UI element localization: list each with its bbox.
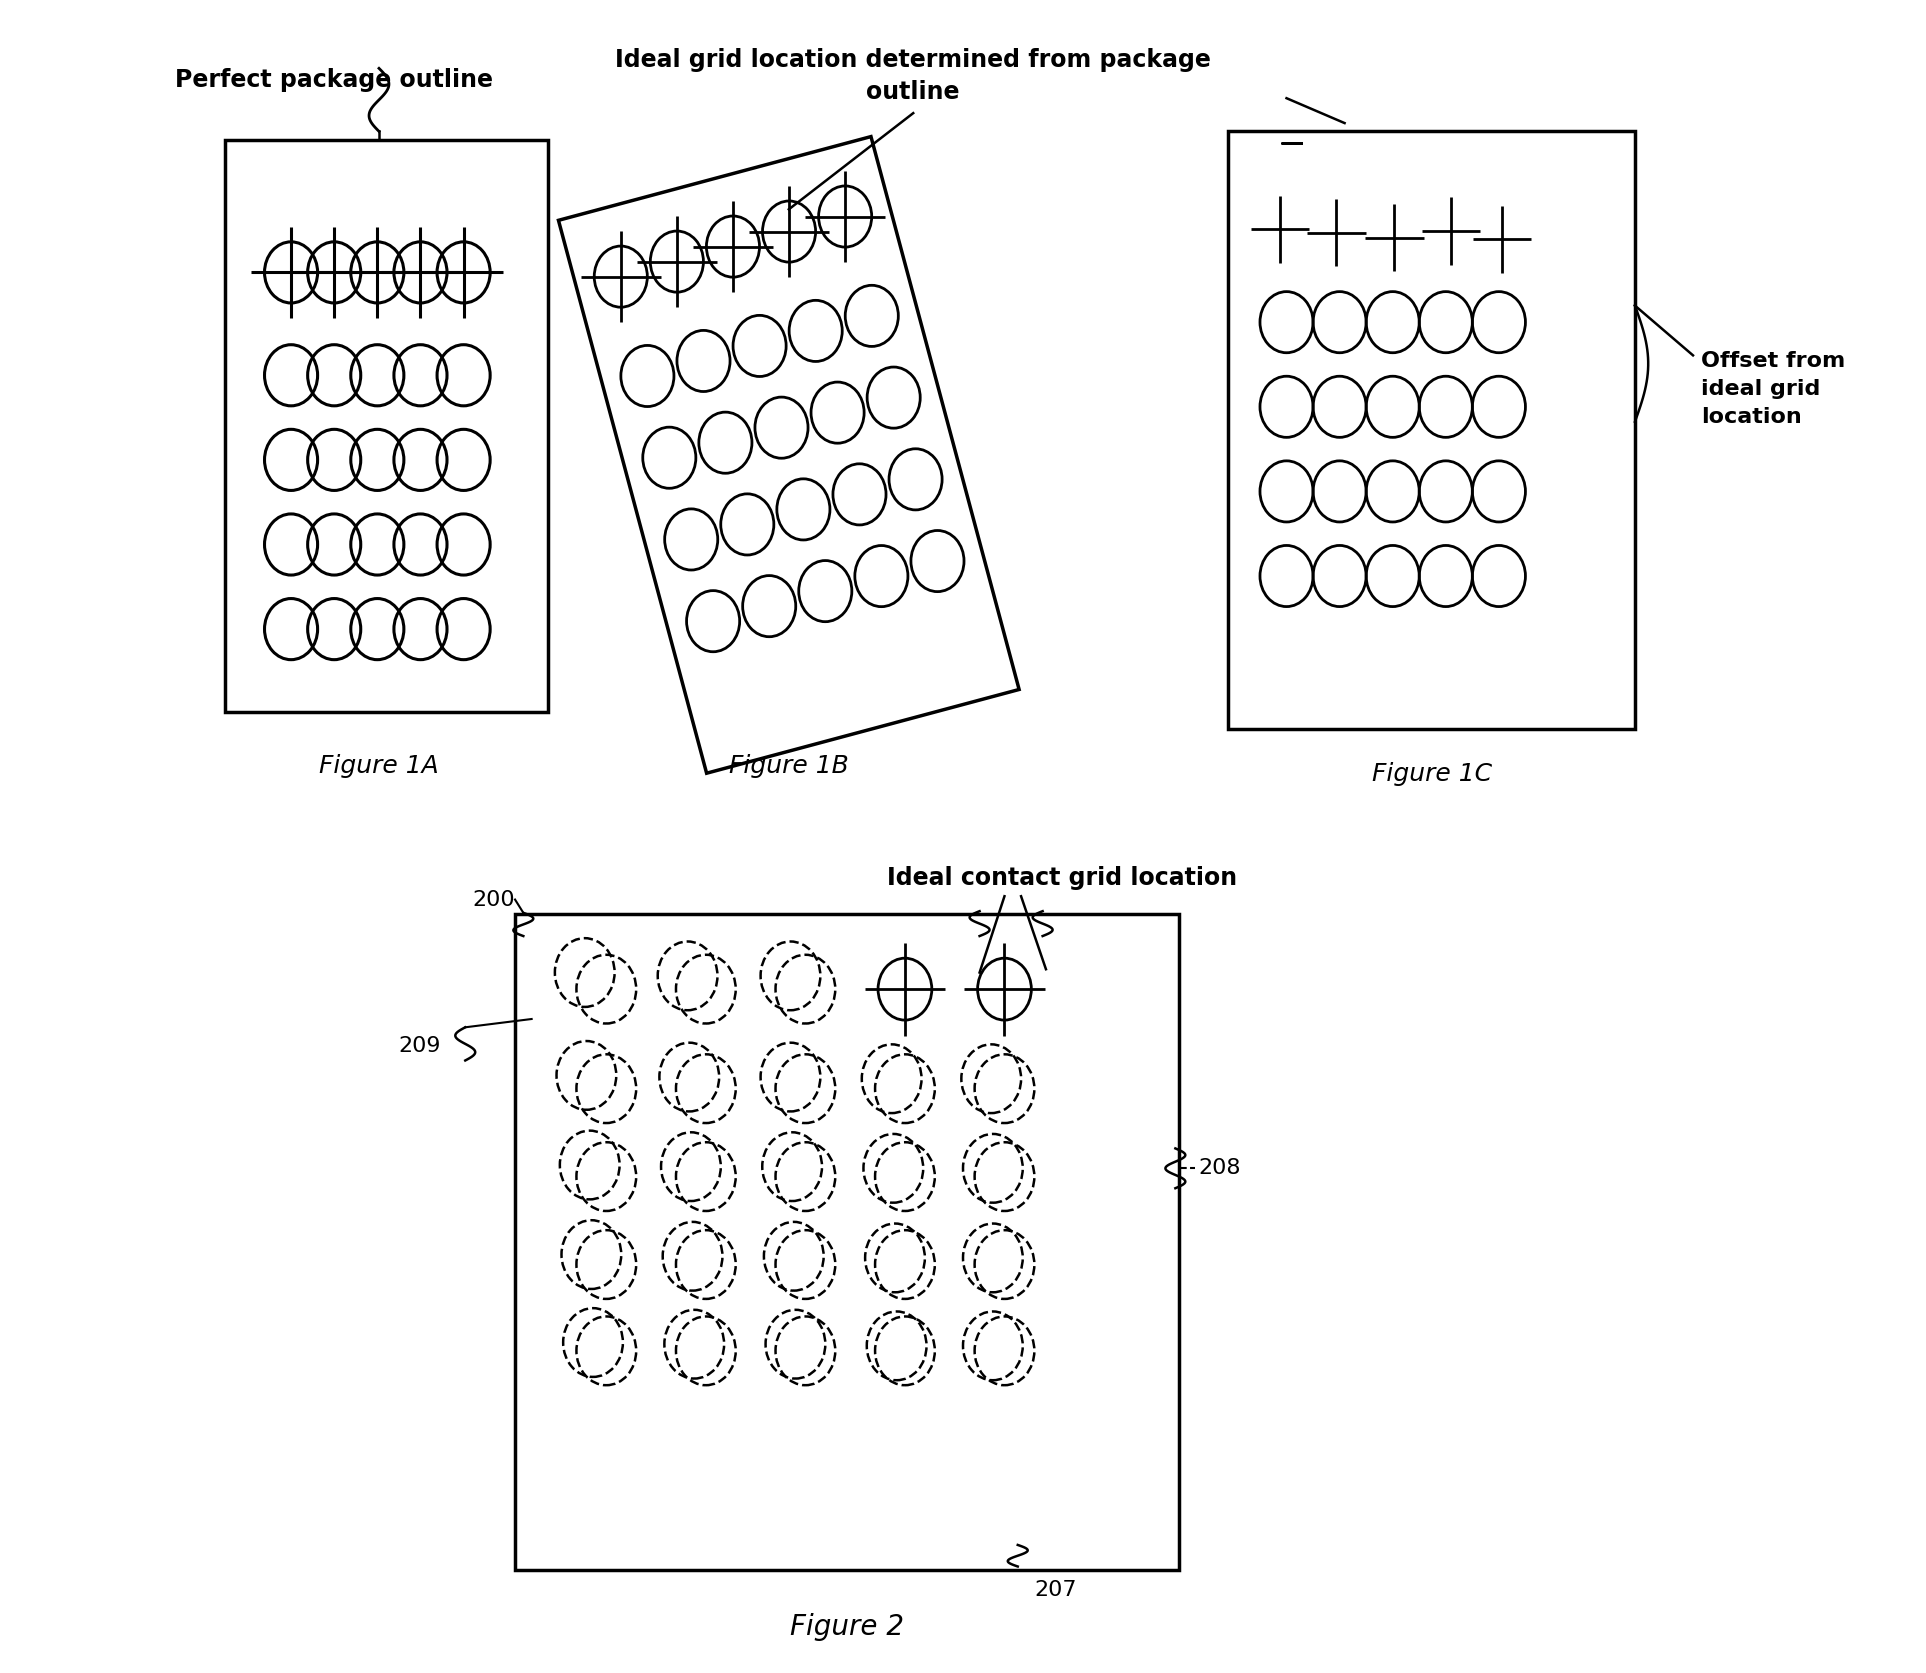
Text: Ideal grid location determined from package
outline: Ideal grid location determined from pack… [614,49,1211,104]
Bar [514,915,1179,1569]
Text: 209: 209 [399,1036,441,1056]
Bar [225,139,549,713]
Text: Figure 1B: Figure 1B [728,753,849,778]
Text: Perfect package outline: Perfect package outline [175,69,493,92]
Text: 208: 208 [1198,1158,1240,1178]
Text: 207: 207 [1034,1579,1077,1599]
Text: 200: 200 [472,890,514,910]
Text: Figure 1A: Figure 1A [320,753,439,778]
Text: Figure 1C: Figure 1C [1373,761,1493,786]
Bar [1229,132,1635,729]
Text: Ideal contact grid location: Ideal contact grid location [888,865,1238,890]
Text: Figure 2: Figure 2 [790,1613,903,1641]
Text: Offset from
ideal grid
location: Offset from ideal grid location [1701,351,1845,427]
